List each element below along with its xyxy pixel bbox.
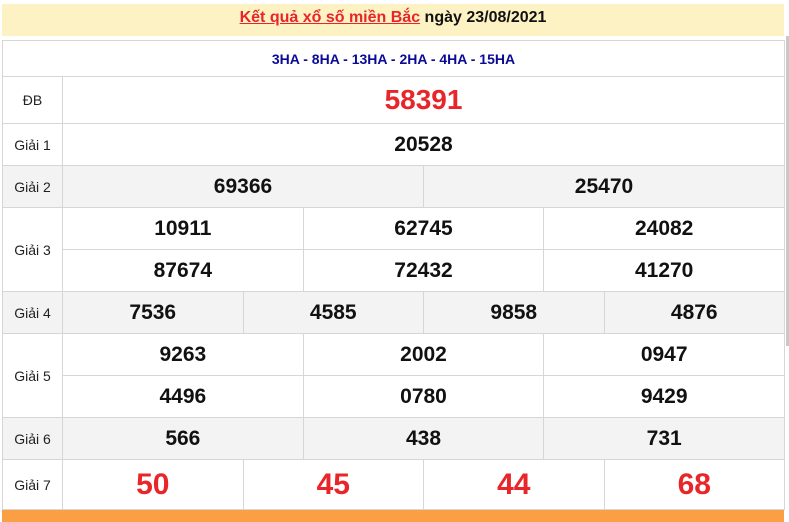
prize-number: 41270 (544, 250, 786, 291)
special-codes: 3HA - 8HA - 13HA - 2HA - 4HA - 15HA (3, 41, 785, 76)
prize-number: 62745 (304, 208, 545, 249)
prize-line: 566 438 731 (63, 418, 786, 459)
results-date: ngày 23/08/2021 (420, 9, 547, 26)
prize-label: Giải 3 (3, 208, 63, 291)
prize-line: 50 45 44 68 (63, 460, 785, 509)
scrollbar[interactable] (786, 36, 789, 346)
prize-line: 10911 62745 24082 (63, 208, 786, 249)
prize-number: 7536 (63, 292, 244, 333)
prize-number: 0947 (544, 334, 786, 375)
prize-number: 58391 (63, 77, 785, 123)
prize-number: 4496 (63, 376, 304, 417)
prize-row: Giải 1 20528 (3, 124, 785, 166)
prize-number: 87674 (63, 250, 304, 291)
prize-values: 50 45 44 68 (63, 460, 785, 509)
prize-row: Giải 2 69366 25470 (3, 166, 785, 208)
prize-number: 9858 (424, 292, 605, 333)
prize-line: 20528 (63, 124, 785, 165)
prize-label: Giải 5 (3, 334, 63, 417)
prize-label: Giải 6 (3, 418, 63, 459)
prize-line: 58391 (63, 77, 785, 123)
prize-row: Giải 6 566 438 731 (3, 418, 786, 460)
prize-values: 69366 25470 (63, 166, 785, 207)
results-title: Kết quả xổ số miền Bắc ngày 23/08/2021 (2, 4, 784, 36)
prize-number: 44 (424, 460, 605, 509)
prize-number: 10911 (63, 208, 304, 249)
prize-line: 4496 0780 9429 (63, 375, 786, 417)
prize-line: 7536 4585 9858 4876 (63, 292, 785, 333)
prize-number: 2002 (304, 334, 545, 375)
prize-row: Giải 5 9263 2002 0947 4496 0780 9429 (3, 334, 786, 418)
codes-row: 3HA - 8HA - 13HA - 2HA - 4HA - 15HA (3, 41, 785, 77)
prize-number: 24082 (544, 208, 786, 249)
prize-number: 9429 (544, 376, 786, 417)
prize-number: 69366 (63, 166, 424, 207)
prize-number: 25470 (424, 166, 785, 207)
prize-line: 69366 25470 (63, 166, 785, 207)
results-link[interactable]: Kết quả xổ số miền Bắc (239, 9, 421, 26)
prize-label: Giải 7 (3, 460, 63, 509)
prize-values: 9263 2002 0947 4496 0780 9429 (63, 334, 786, 417)
prize-label: Giải 2 (3, 166, 63, 207)
prize-number: 9263 (63, 334, 304, 375)
prize-number: 20528 (63, 124, 785, 165)
prize-number: 731 (544, 418, 786, 459)
prize-number: 50 (63, 460, 244, 509)
prize-number: 4876 (605, 292, 785, 333)
prize-number: 45 (244, 460, 424, 509)
prize-line: 9263 2002 0947 (63, 334, 786, 375)
prize-values: 20528 (63, 124, 785, 165)
prize-number: 4585 (244, 292, 424, 333)
prize-number: 566 (63, 418, 304, 459)
prize-number: 72432 (304, 250, 545, 291)
prize-values: 10911 62745 24082 87674 72432 41270 (63, 208, 786, 291)
prize-row: Giải 3 10911 62745 24082 87674 72432 41270 (3, 208, 786, 292)
prize-values: 58391 (63, 77, 785, 123)
results-table: 3HA - 8HA - 13HA - 2HA - 4HA - 15HA ĐB 58… (2, 40, 786, 510)
prize-values: 7536 4585 9858 4876 (63, 292, 785, 333)
prize-line: 87674 72432 41270 (63, 249, 786, 291)
prize-row: Giải 4 7536 4585 9858 4876 (3, 292, 785, 334)
prize-number: 68 (605, 460, 785, 509)
prize-row: ĐB 58391 (3, 77, 785, 124)
footer-bar (2, 510, 784, 522)
prize-label: Giải 4 (3, 292, 63, 333)
prize-values: 566 438 731 (63, 418, 786, 459)
prize-label: Giải 1 (3, 124, 63, 165)
prize-row: Giải 7 50 45 44 68 (3, 460, 785, 510)
prize-number: 0780 (304, 376, 545, 417)
prize-number: 438 (304, 418, 545, 459)
prize-label: ĐB (3, 77, 63, 123)
